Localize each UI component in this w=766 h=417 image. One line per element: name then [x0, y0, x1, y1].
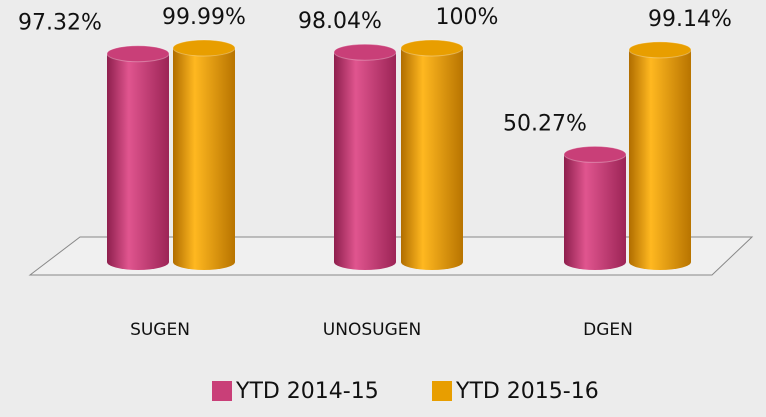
bar-top: [333, 43, 397, 61]
bar: [107, 53, 169, 270]
bar: [401, 48, 463, 270]
value-label: 99.99%: [162, 5, 246, 30]
x-tick-label: SUGEN: [130, 320, 190, 340]
bar-top: [106, 45, 170, 63]
legend-label: YTD 2014-15: [235, 379, 379, 404]
value-label: 99.14%: [648, 7, 732, 32]
legend-label: YTD 2015-16: [455, 379, 599, 404]
bar: [173, 48, 235, 271]
bar-top: [400, 39, 464, 57]
value-label: 97.32%: [18, 11, 102, 36]
bar-top: [172, 39, 236, 57]
bar: [334, 52, 396, 271]
bar: [629, 49, 691, 271]
bar: [564, 154, 626, 270]
value-label: 100%: [436, 5, 499, 30]
legend-swatch: [212, 381, 232, 401]
bar-top: [563, 145, 627, 163]
value-label: 50.27%: [503, 111, 587, 136]
value-label: 98.04%: [298, 9, 382, 34]
bar-top: [628, 41, 692, 59]
legend-swatch: [432, 381, 452, 401]
x-tick-label: DGEN: [583, 320, 633, 340]
x-tick-label: UNOSUGEN: [323, 320, 421, 340]
